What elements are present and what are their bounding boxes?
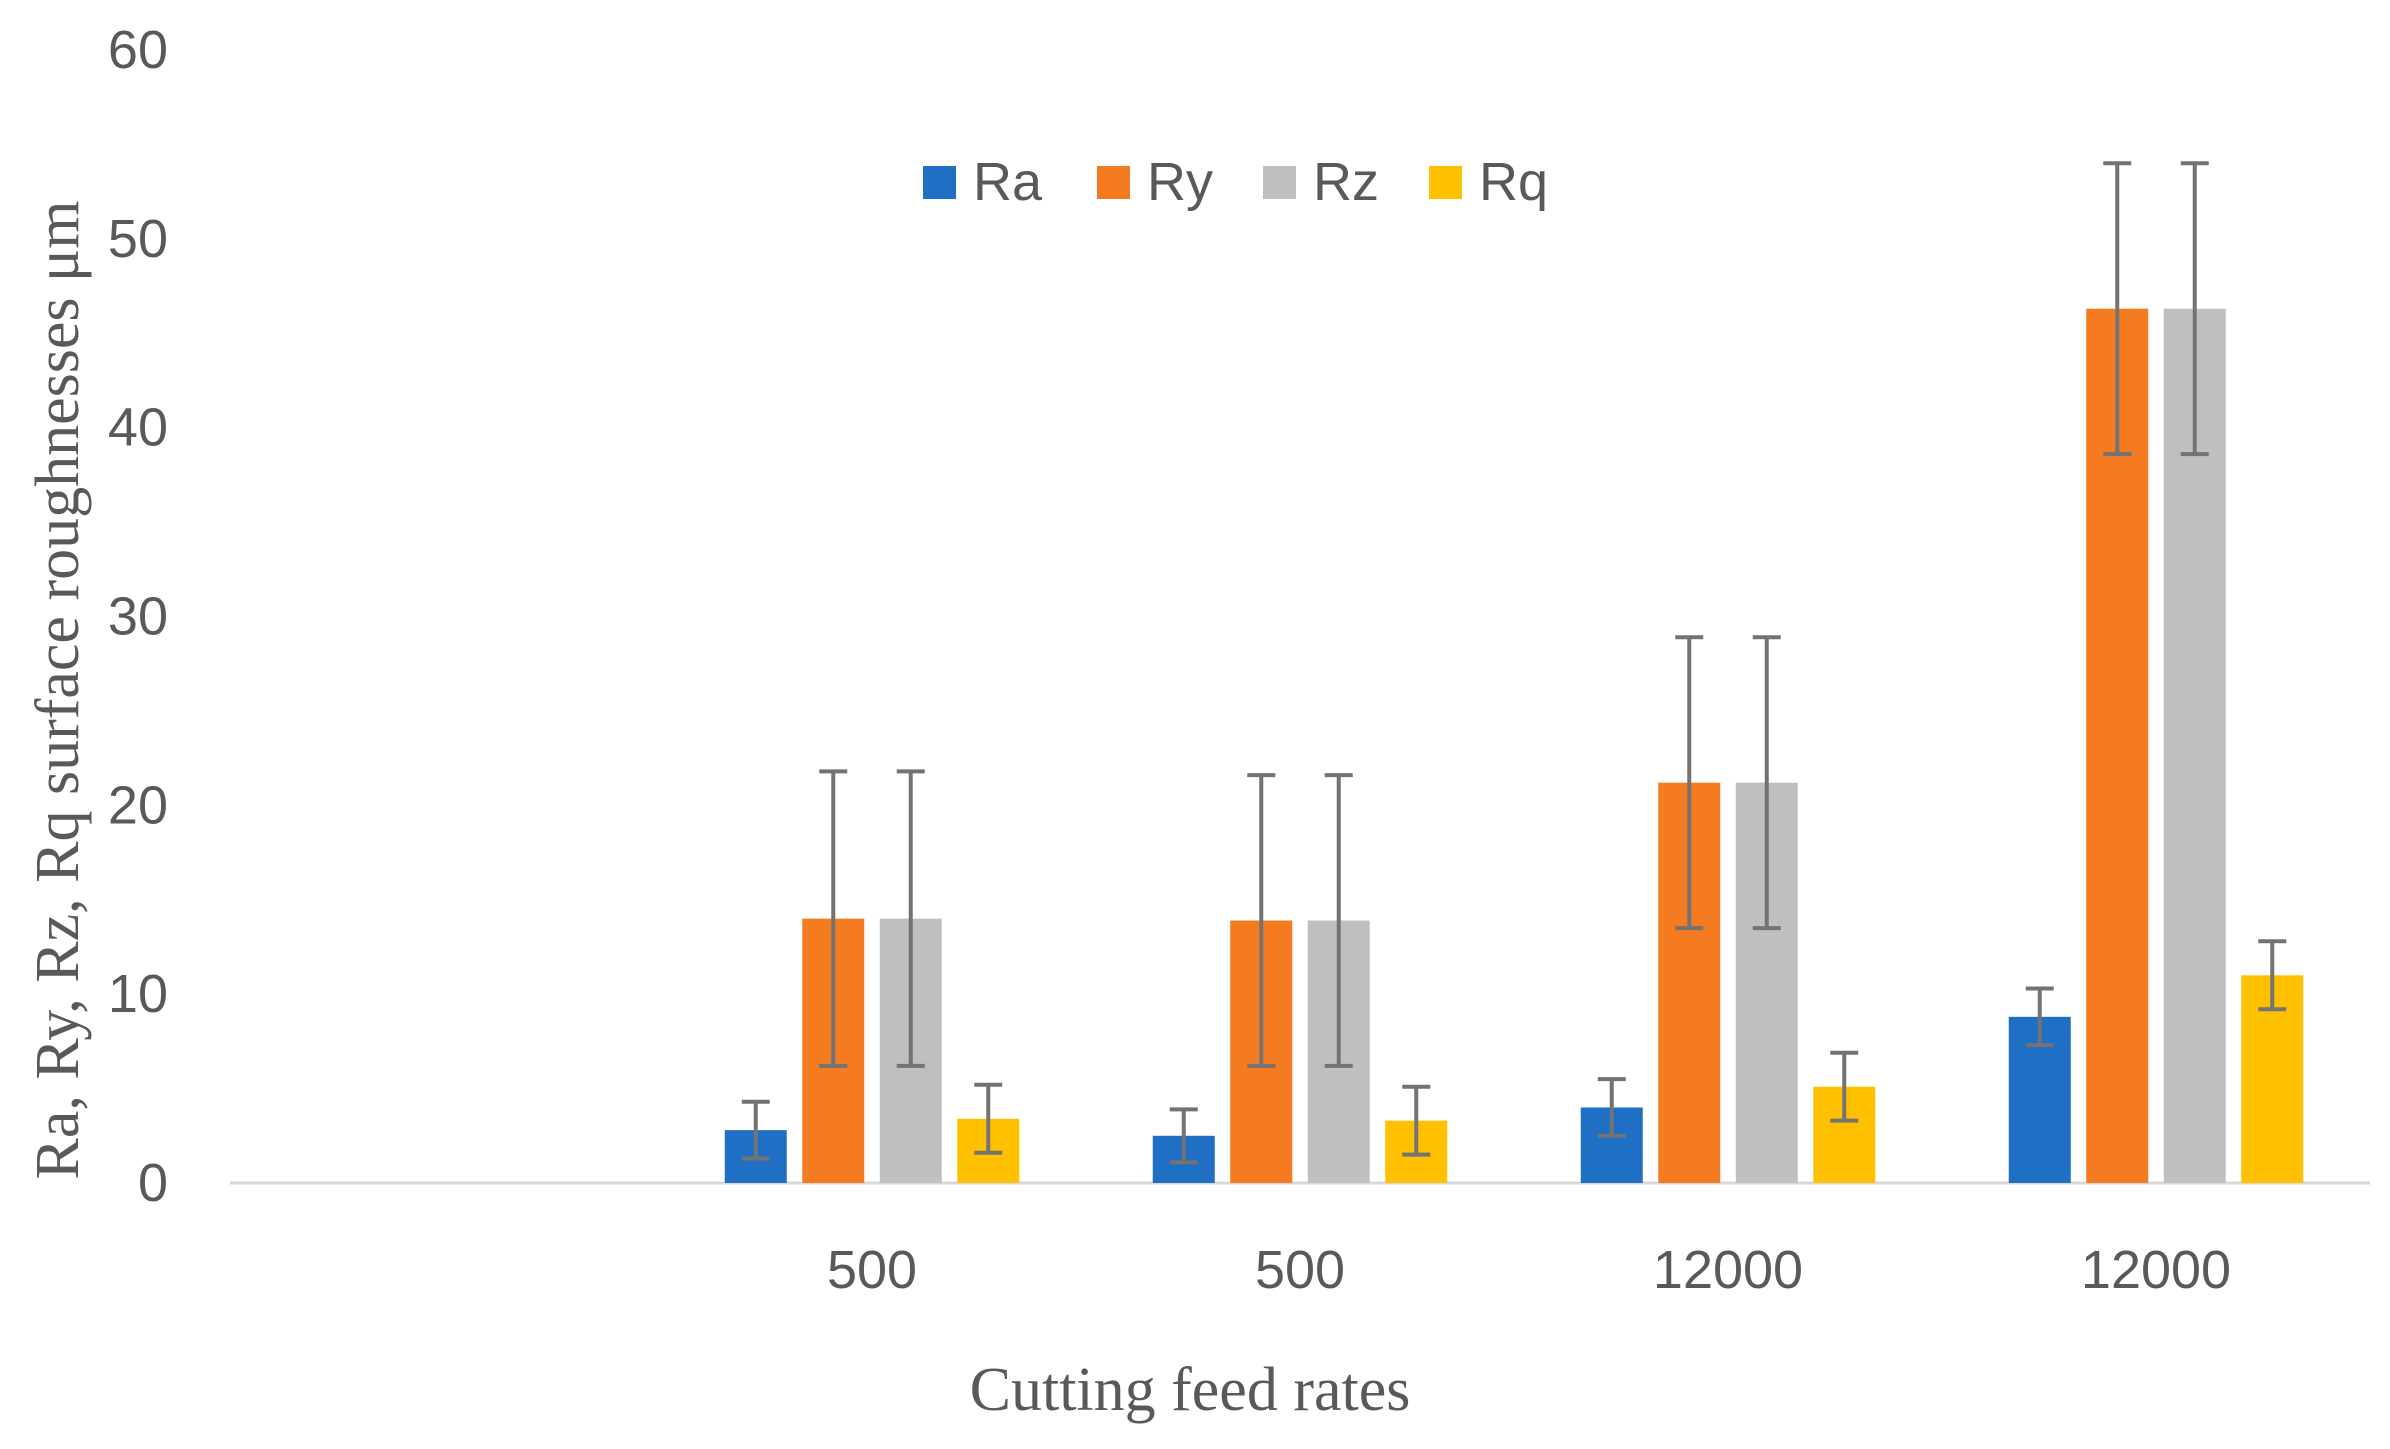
error-bar-rq <box>1830 1050 1859 1123</box>
legend-swatch <box>1429 166 1462 199</box>
x-axis-title: Cutting feed rates <box>970 1356 1411 1424</box>
y-tick-label: 30 <box>108 587 168 647</box>
error-bar-rz <box>1324 773 1353 1068</box>
error-bar-rz <box>2180 161 2209 457</box>
y-tick-label: 50 <box>108 209 168 269</box>
error-bar-rq <box>1402 1084 1431 1157</box>
legend-swatch <box>923 166 956 199</box>
error-bar-rq <box>2258 939 2287 1012</box>
y-axis-title: Ra, Ry, Rz, Rq surface roughnesses μm <box>24 201 92 1180</box>
legend-item-rq: Rq <box>1429 152 1548 212</box>
legend-label: Ra <box>973 152 1043 212</box>
y-tick-label: 40 <box>108 398 168 458</box>
error-bar-ra <box>2025 986 2054 1048</box>
y-tick-label: 10 <box>108 964 168 1024</box>
y-tick-label: 60 <box>108 20 168 80</box>
x-tick-label: 500 <box>827 1240 917 1300</box>
legend-label: Rz <box>1313 152 1379 212</box>
x-tick-label: 500 <box>1255 1240 1345 1300</box>
legend-item-ry: Ry <box>1097 152 1213 212</box>
error-bar-ry <box>819 769 848 1068</box>
x-tick-label: 12000 <box>1653 1240 1803 1300</box>
y-axis-ticks: 0 10 20 30 40 50 60 <box>108 20 168 1213</box>
y-tick-label: 0 <box>138 1153 168 1213</box>
legend-item-ra: Ra <box>923 152 1043 212</box>
error-bar-rz <box>896 769 925 1068</box>
legend: Ra Ry Rz Rq <box>923 152 1548 212</box>
legend-swatch <box>1263 166 1296 199</box>
error-bar-ra <box>1169 1107 1198 1165</box>
error-bar-ry <box>1675 635 1704 931</box>
error-bar-ra <box>1597 1077 1626 1138</box>
legend-swatch <box>1097 166 1130 199</box>
error-bar-ry <box>1247 773 1276 1068</box>
error-bar-ry <box>2103 161 2132 457</box>
y-tick-label: 20 <box>108 775 168 835</box>
x-tick-label: 12000 <box>2081 1240 2231 1300</box>
bars <box>724 308 2304 1183</box>
legend-label: Rq <box>1479 152 1548 212</box>
error-bar-rz <box>1752 635 1781 931</box>
error-bars <box>741 161 2287 1165</box>
legend-item-rz: Rz <box>1263 152 1379 212</box>
x-axis-ticks: 500 500 12000 12000 <box>827 1240 2231 1300</box>
legend-label: Ry <box>1147 152 1213 212</box>
error-bar-rq <box>974 1082 1003 1155</box>
error-bar-ra <box>741 1099 770 1161</box>
